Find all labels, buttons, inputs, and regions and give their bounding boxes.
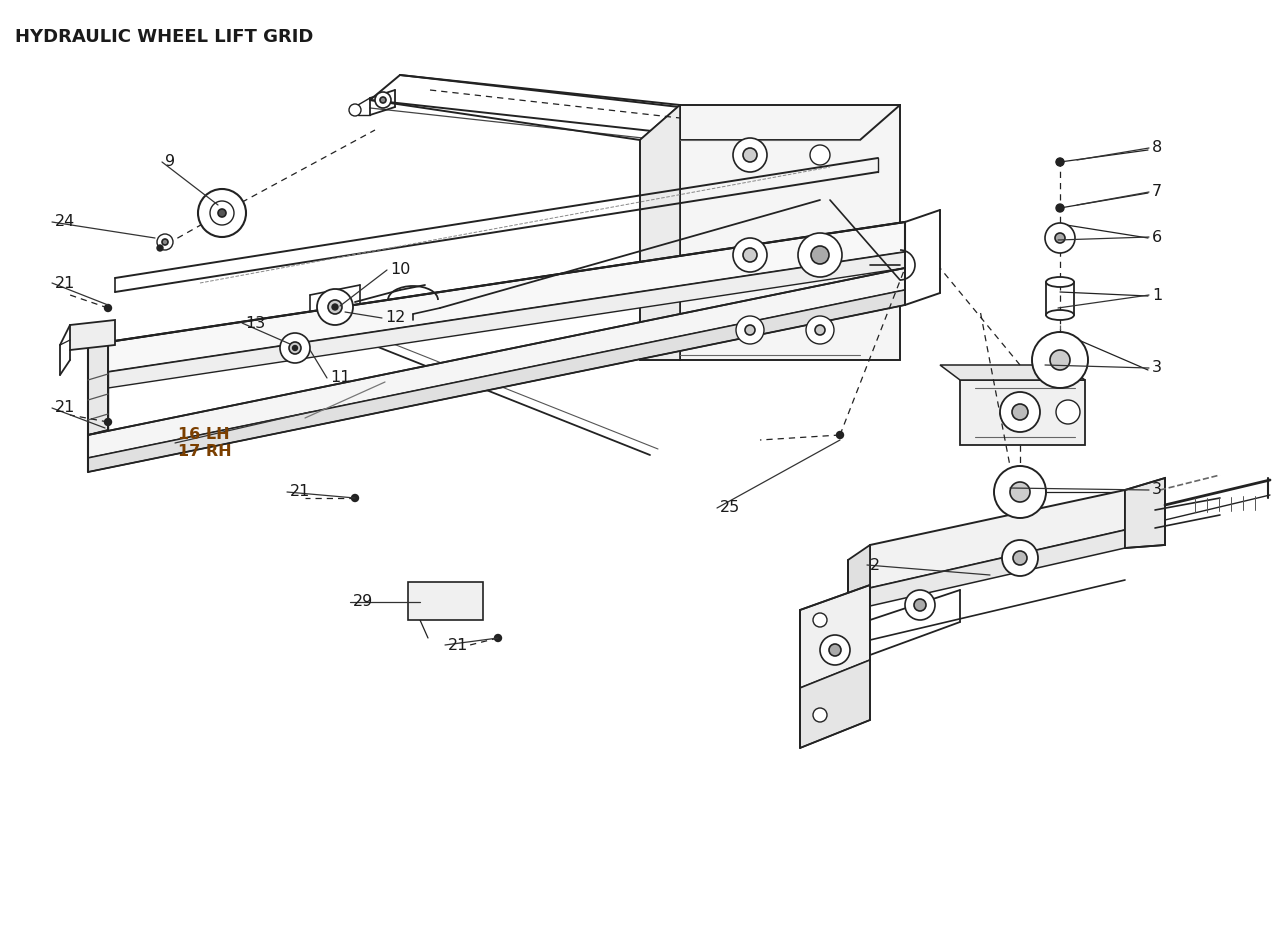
Text: 9: 9 bbox=[165, 155, 175, 169]
Circle shape bbox=[820, 635, 850, 665]
Polygon shape bbox=[88, 268, 905, 458]
Text: 11: 11 bbox=[330, 371, 351, 385]
Circle shape bbox=[218, 209, 227, 217]
Circle shape bbox=[380, 97, 387, 103]
Circle shape bbox=[352, 494, 358, 502]
Circle shape bbox=[1012, 404, 1028, 420]
Text: 10: 10 bbox=[390, 263, 411, 277]
Text: 8: 8 bbox=[1152, 141, 1162, 155]
Text: 12: 12 bbox=[385, 311, 406, 326]
Text: 3: 3 bbox=[1152, 482, 1162, 497]
Text: HYDRAULIC WHEEL LIFT GRID: HYDRAULIC WHEEL LIFT GRID bbox=[15, 28, 314, 46]
Circle shape bbox=[813, 708, 827, 722]
Circle shape bbox=[745, 325, 755, 335]
Circle shape bbox=[995, 466, 1046, 518]
Text: 25: 25 bbox=[719, 501, 740, 516]
Text: 21: 21 bbox=[55, 276, 76, 290]
Circle shape bbox=[332, 304, 338, 310]
Circle shape bbox=[742, 148, 756, 162]
Ellipse shape bbox=[1046, 277, 1074, 287]
Text: 29: 29 bbox=[353, 595, 374, 610]
Circle shape bbox=[1056, 158, 1064, 166]
Text: 6: 6 bbox=[1152, 230, 1162, 245]
Circle shape bbox=[163, 239, 168, 245]
Text: 21: 21 bbox=[448, 638, 468, 653]
Circle shape bbox=[1044, 223, 1075, 253]
Polygon shape bbox=[70, 320, 115, 350]
Polygon shape bbox=[870, 490, 1125, 588]
Circle shape bbox=[105, 419, 111, 425]
Circle shape bbox=[1010, 482, 1030, 502]
Text: 16 LH
17 RH: 16 LH 17 RH bbox=[178, 426, 232, 459]
Circle shape bbox=[210, 201, 234, 225]
Text: 2: 2 bbox=[870, 558, 881, 573]
Text: 21: 21 bbox=[291, 484, 310, 500]
Polygon shape bbox=[870, 530, 1125, 606]
Circle shape bbox=[1032, 332, 1088, 388]
Circle shape bbox=[289, 342, 301, 354]
Circle shape bbox=[905, 590, 934, 620]
Text: 13: 13 bbox=[244, 316, 265, 331]
Circle shape bbox=[198, 189, 246, 237]
Circle shape bbox=[1055, 233, 1065, 243]
Polygon shape bbox=[1125, 478, 1165, 548]
Polygon shape bbox=[940, 365, 1085, 380]
Circle shape bbox=[280, 333, 310, 363]
Polygon shape bbox=[800, 660, 870, 748]
Circle shape bbox=[328, 300, 342, 314]
Circle shape bbox=[1002, 540, 1038, 576]
Circle shape bbox=[742, 248, 756, 262]
Circle shape bbox=[157, 245, 163, 251]
Polygon shape bbox=[800, 585, 870, 688]
Text: 1: 1 bbox=[1152, 288, 1162, 303]
Circle shape bbox=[815, 325, 826, 335]
Bar bbox=[408, 582, 483, 620]
Polygon shape bbox=[680, 105, 900, 360]
Polygon shape bbox=[960, 380, 1085, 445]
Circle shape bbox=[1056, 204, 1064, 212]
Circle shape bbox=[813, 613, 827, 627]
Circle shape bbox=[1012, 551, 1027, 565]
Circle shape bbox=[812, 246, 829, 264]
Circle shape bbox=[157, 234, 173, 250]
Circle shape bbox=[1056, 400, 1080, 424]
Ellipse shape bbox=[1046, 310, 1074, 320]
Polygon shape bbox=[88, 342, 108, 435]
Circle shape bbox=[736, 316, 764, 344]
Circle shape bbox=[837, 431, 844, 439]
Circle shape bbox=[914, 599, 925, 611]
Circle shape bbox=[349, 104, 361, 116]
Circle shape bbox=[806, 316, 835, 344]
Circle shape bbox=[1000, 392, 1039, 432]
Polygon shape bbox=[108, 222, 905, 372]
Circle shape bbox=[105, 304, 111, 312]
Circle shape bbox=[810, 145, 829, 165]
Polygon shape bbox=[108, 252, 905, 388]
Text: 3: 3 bbox=[1152, 360, 1162, 375]
Circle shape bbox=[1050, 350, 1070, 370]
Polygon shape bbox=[640, 105, 680, 360]
Circle shape bbox=[317, 289, 353, 325]
Circle shape bbox=[829, 644, 841, 656]
Circle shape bbox=[494, 635, 502, 641]
Circle shape bbox=[293, 345, 297, 350]
Polygon shape bbox=[849, 545, 870, 620]
Text: 21: 21 bbox=[55, 400, 76, 415]
Circle shape bbox=[733, 238, 767, 272]
Circle shape bbox=[797, 233, 842, 277]
Polygon shape bbox=[88, 290, 905, 472]
Circle shape bbox=[1056, 158, 1064, 166]
Circle shape bbox=[733, 138, 767, 172]
Text: 24: 24 bbox=[55, 214, 76, 230]
Circle shape bbox=[375, 92, 390, 108]
Text: 7: 7 bbox=[1152, 184, 1162, 199]
